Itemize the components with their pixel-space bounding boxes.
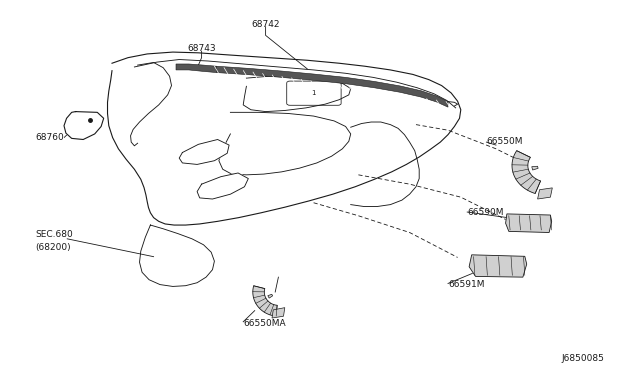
Text: (68200): (68200) bbox=[35, 243, 71, 252]
Text: 68743: 68743 bbox=[188, 44, 216, 53]
Polygon shape bbox=[216, 66, 448, 107]
Polygon shape bbox=[179, 140, 229, 164]
Polygon shape bbox=[469, 255, 527, 277]
Polygon shape bbox=[268, 294, 273, 298]
Text: 68742: 68742 bbox=[252, 20, 280, 29]
Text: 66550MA: 66550MA bbox=[243, 319, 286, 328]
Polygon shape bbox=[272, 308, 285, 318]
Text: SEC.680: SEC.680 bbox=[35, 230, 73, 239]
Polygon shape bbox=[532, 166, 538, 170]
Polygon shape bbox=[253, 286, 277, 316]
Text: 1: 1 bbox=[311, 90, 316, 96]
Text: 66550M: 66550M bbox=[486, 137, 523, 146]
Text: 68760: 68760 bbox=[35, 133, 64, 142]
Text: 66591M: 66591M bbox=[448, 280, 484, 289]
Polygon shape bbox=[176, 64, 216, 73]
Polygon shape bbox=[64, 112, 104, 140]
Polygon shape bbox=[512, 151, 541, 193]
Text: J6850085: J6850085 bbox=[562, 355, 605, 363]
Text: 66590M: 66590M bbox=[467, 208, 504, 217]
Polygon shape bbox=[538, 188, 552, 199]
Polygon shape bbox=[506, 214, 552, 232]
Polygon shape bbox=[197, 173, 248, 199]
